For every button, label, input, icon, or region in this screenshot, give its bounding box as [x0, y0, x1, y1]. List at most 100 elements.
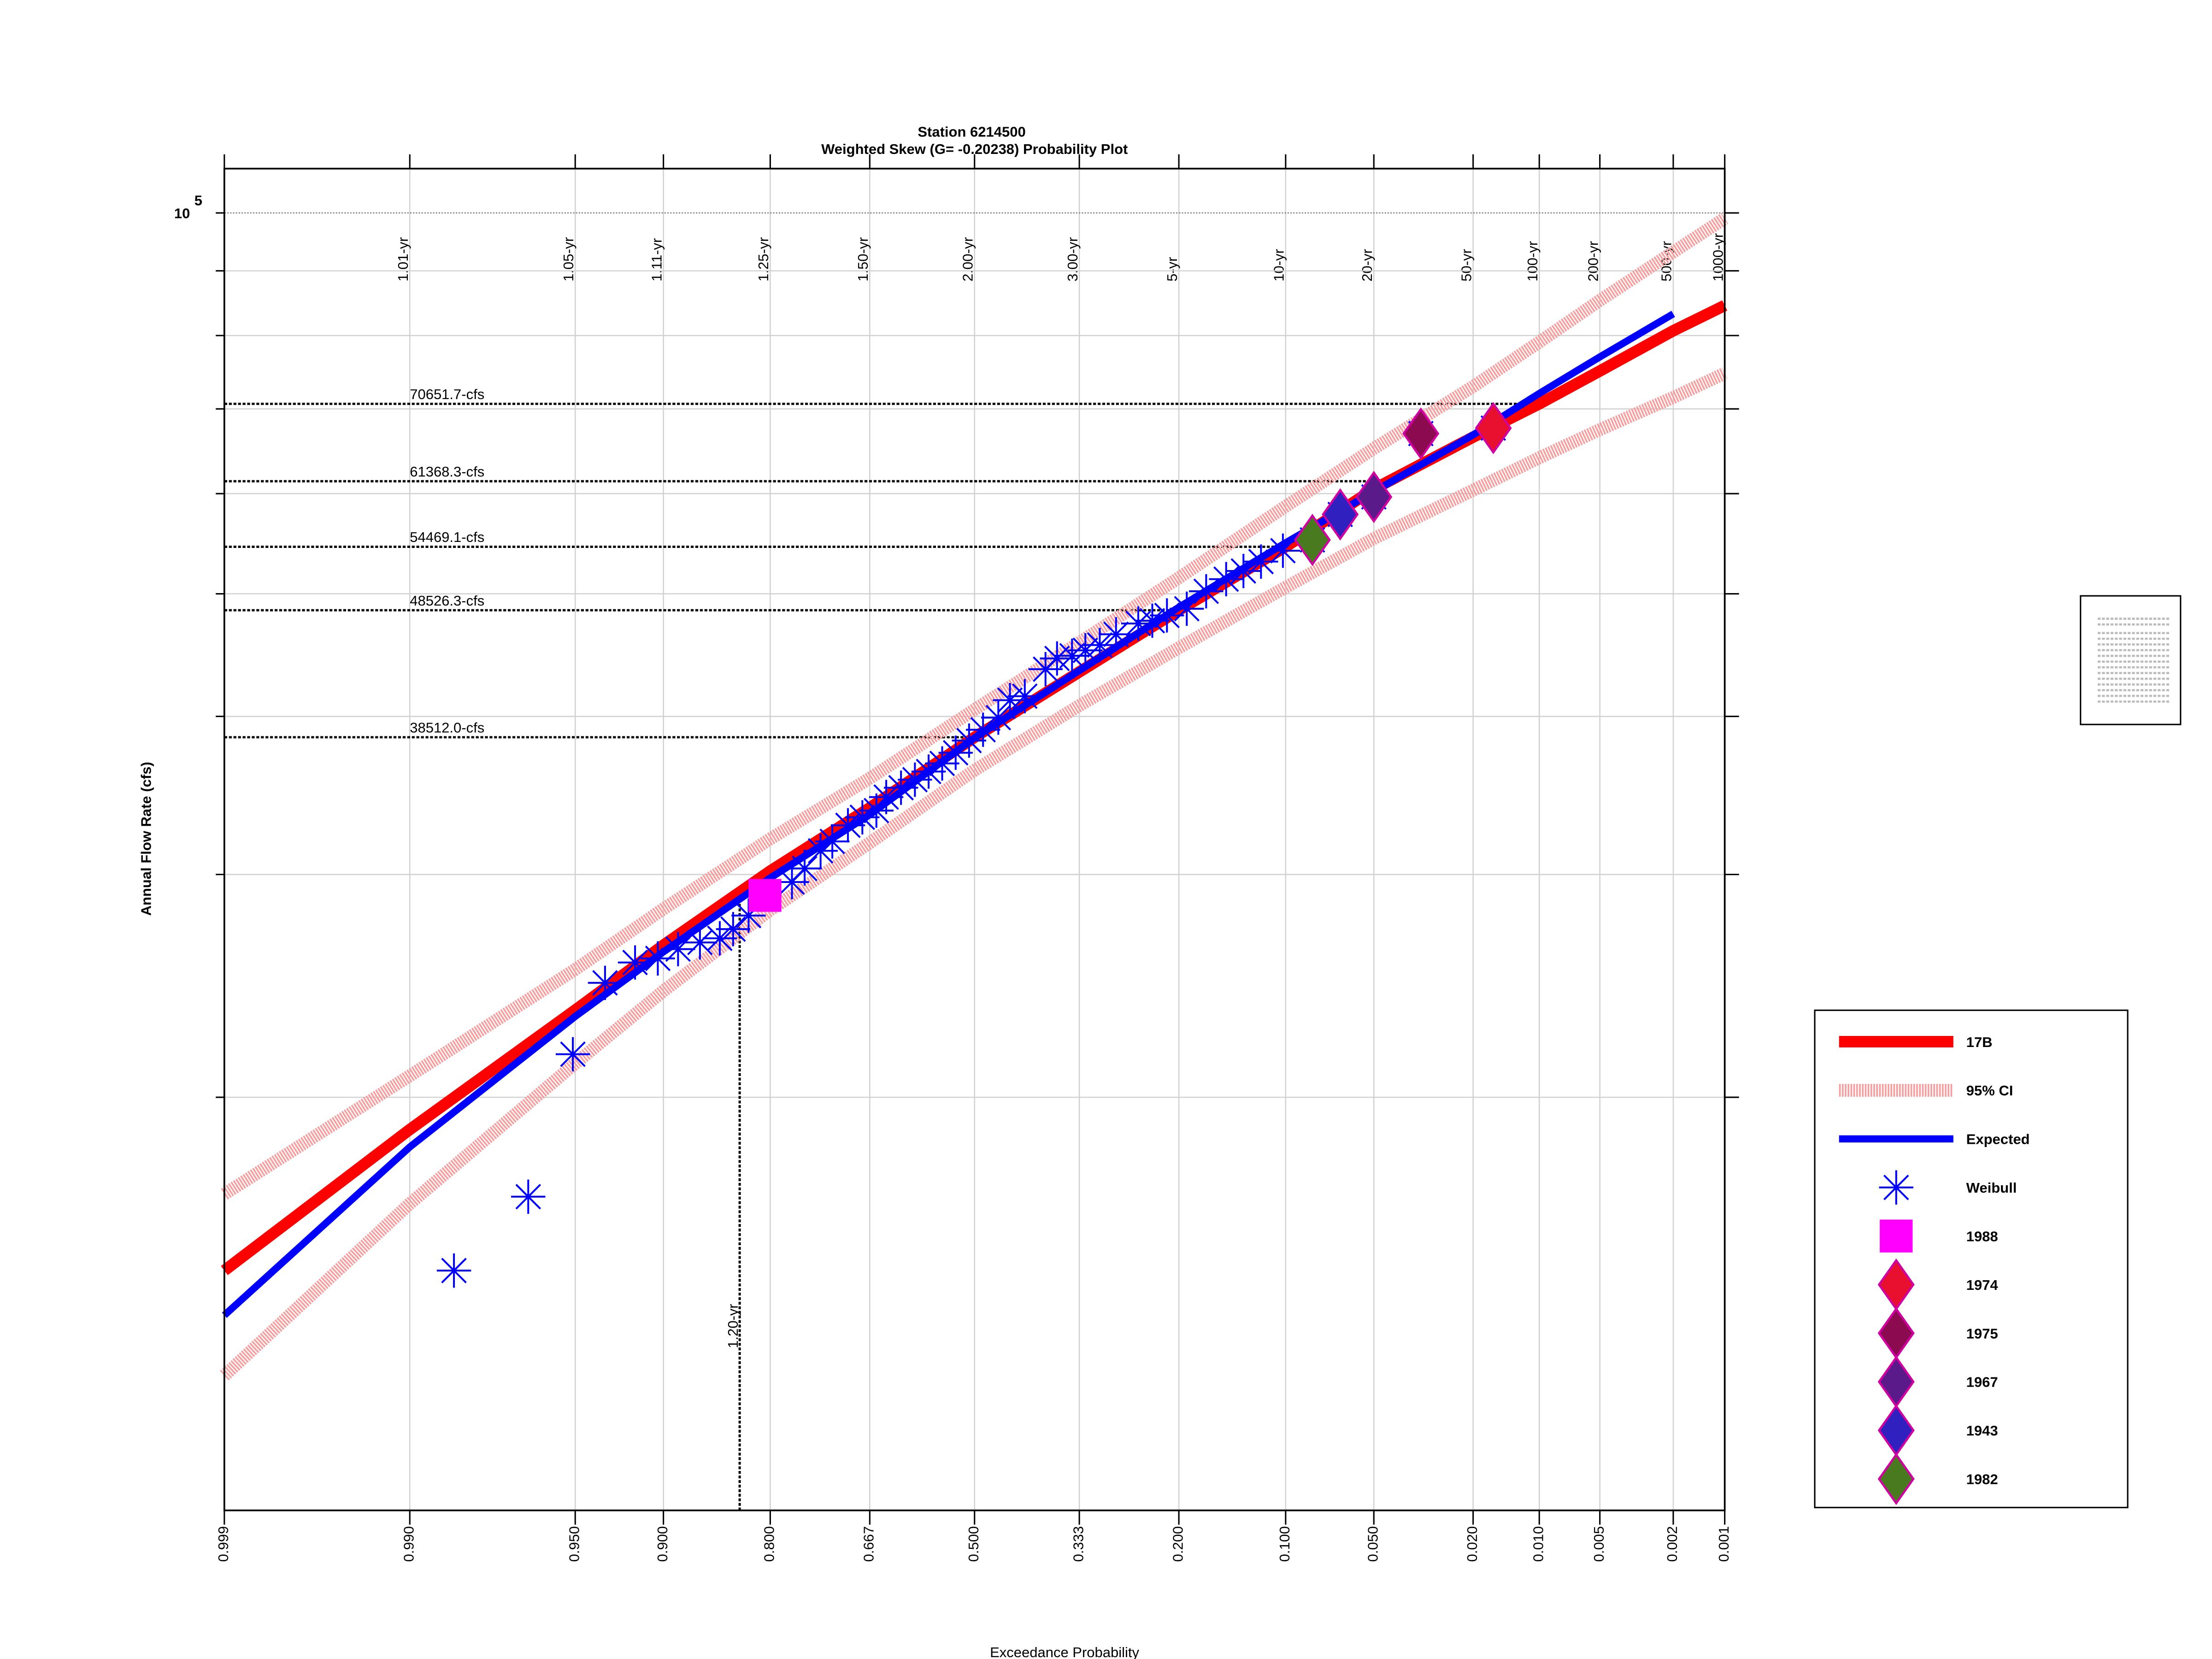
- weibull-point: [1055, 638, 1089, 673]
- x-tick-label: 0.100: [1277, 1526, 1293, 1562]
- y-axis-label: Annual Flow Rate (cfs): [138, 762, 154, 916]
- diamond-point: [1475, 402, 1512, 454]
- legend-label: Weibull: [1966, 1180, 2017, 1196]
- weibull-point: [731, 898, 766, 933]
- return-period-label: 1.11-yr: [648, 238, 665, 282]
- weibull-point: [1068, 633, 1103, 668]
- x-tick-label: 0.005: [1591, 1526, 1607, 1562]
- summary-table: [2080, 595, 2182, 725]
- weibull-point: [1150, 598, 1184, 633]
- reference-label: 38512.0-cfs: [410, 719, 484, 735]
- weibull-point: [661, 932, 695, 966]
- return-period-label: 5-yr: [1164, 257, 1180, 281]
- weibull-point: [966, 712, 1000, 747]
- legend-label: 1975: [1966, 1325, 1998, 1341]
- legend-label: 1988: [1966, 1228, 1998, 1244]
- x-tick-label: 0.200: [1170, 1526, 1186, 1562]
- x-tick-label: 0.002: [1664, 1526, 1680, 1562]
- x-tick-label: 0.020: [1464, 1526, 1480, 1562]
- return-period-label: 20-yr: [1359, 249, 1375, 282]
- x-tick-label: 0.001: [1716, 1526, 1732, 1562]
- weibull-point: [1244, 544, 1278, 579]
- square-point: [748, 879, 782, 912]
- x-tick-label: 0.950: [566, 1526, 582, 1562]
- weibull-point: [716, 912, 751, 947]
- legend-label: 1974: [1966, 1277, 1999, 1293]
- weibull-point: [555, 1037, 590, 1071]
- weibull-point: [1265, 533, 1300, 568]
- weibull-point: [1099, 617, 1133, 652]
- return-period-label: 50-yr: [1458, 249, 1474, 282]
- diamond-point: [1355, 471, 1393, 524]
- legend-label: 1982: [1966, 1471, 1998, 1488]
- x-tick-label: 0.990: [400, 1526, 417, 1562]
- x-tick-label: 0.999: [215, 1526, 231, 1562]
- weibull-point: [1007, 679, 1042, 713]
- y-tick-exponent: 5: [194, 192, 202, 208]
- x-tick-label: 0.900: [654, 1526, 671, 1562]
- x-tick-label: 0.500: [965, 1526, 982, 1562]
- x-tick-label: 0.667: [861, 1526, 877, 1562]
- return-period-line-label: 1.20-yr: [725, 1304, 741, 1348]
- ci-upper-line: [221, 213, 1729, 1200]
- weibull-point: [511, 1179, 546, 1214]
- weibull-point: [1189, 574, 1224, 609]
- return-period-label: 1.05-yr: [560, 237, 577, 281]
- weibull-point: [859, 793, 894, 828]
- weibull-point: [911, 754, 946, 789]
- return-period-label: 1000-yr: [1710, 233, 1726, 282]
- legend-label: 1943: [1966, 1423, 1998, 1439]
- x-tick-label: 0.010: [1530, 1526, 1546, 1562]
- weibull-point: [952, 723, 987, 758]
- legend-symbol: [1880, 1219, 1913, 1253]
- weibull-point: [883, 771, 918, 805]
- weibull-point: [682, 925, 718, 960]
- weibull-point: [588, 965, 623, 1000]
- weibull-point: [618, 945, 653, 980]
- legend-label: Expected: [1966, 1131, 2030, 1147]
- x-tick-label: 0.050: [1365, 1526, 1381, 1562]
- weibull-point: [815, 824, 850, 859]
- diamond-point: [1294, 513, 1331, 566]
- y-tick-label: 10: [174, 205, 190, 221]
- legend-label: 1967: [1966, 1374, 1998, 1390]
- legend-symbol: [1877, 1453, 1915, 1506]
- weibull-point: [1082, 628, 1117, 662]
- summary-table-rows: [2097, 618, 2169, 703]
- weibull-point: [925, 746, 959, 781]
- weibull-point: [641, 941, 675, 976]
- weibull-point: [1209, 562, 1243, 596]
- weibull-point: [938, 735, 973, 770]
- weibull-point: [436, 1253, 471, 1288]
- return-period-label: 10-yr: [1271, 249, 1287, 282]
- reference-label: 70651.7-cfs: [410, 386, 484, 402]
- diamond-point: [1402, 407, 1440, 460]
- summary-table-box: [2080, 595, 2182, 725]
- weibull-point: [1121, 606, 1156, 641]
- weibull-point: [702, 921, 737, 956]
- ci-lower-line: [220, 367, 1728, 1381]
- x-axis-label: Exceedance Probability: [990, 1644, 1139, 1659]
- weibull-point: [1170, 591, 1204, 626]
- weibull-point: [993, 683, 1027, 718]
- weibull-point: [803, 834, 838, 868]
- weibull-point: [1226, 553, 1261, 588]
- return-period-label: 200-yr: [1585, 241, 1601, 282]
- x-tick-label: 0.800: [761, 1526, 777, 1562]
- weibull-point: [845, 800, 880, 835]
- reference-label: 54469.1-cfs: [410, 529, 484, 545]
- return-period-label: 1.50-yr: [855, 237, 871, 281]
- return-period-label: 1.25-yr: [755, 237, 771, 281]
- legend-symbol: [1879, 1170, 1913, 1205]
- return-period-label: 100-yr: [1524, 241, 1541, 282]
- weibull-point: [1040, 641, 1074, 676]
- weibull-point: [787, 851, 822, 886]
- weibull-point: [775, 865, 809, 900]
- plot-frame: [223, 168, 1726, 1512]
- x-tick-label: 0.333: [1070, 1526, 1086, 1562]
- weibull-point: [869, 780, 904, 814]
- return-period-label: 1.01-yr: [395, 237, 411, 281]
- legend-box: [1814, 1009, 2129, 1508]
